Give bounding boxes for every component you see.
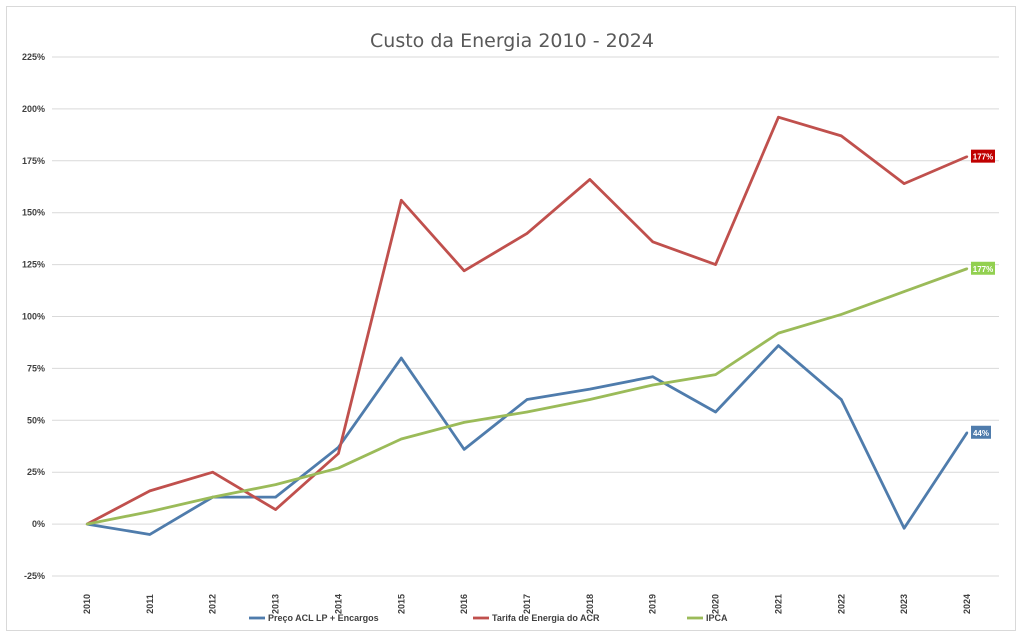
data-point <box>462 448 466 451</box>
series-line <box>86 267 968 526</box>
line-chart: Custo da Energia 2010 - 2024 -25% 0% 25% 50… <box>22 30 999 623</box>
y-tick-label: 125% <box>22 260 45 270</box>
data-point <box>588 398 592 401</box>
data-point <box>588 178 592 181</box>
x-tick-label: 2021 <box>773 594 783 614</box>
y-tick-label: 25% <box>27 467 45 477</box>
y-tick-label: 150% <box>22 208 45 218</box>
data-point <box>840 313 843 316</box>
data-point <box>274 483 277 486</box>
y-tick-label: 75% <box>27 363 45 373</box>
data-point <box>462 269 466 273</box>
data-point <box>902 182 906 185</box>
x-tick-label: 2019 <box>648 594 658 614</box>
data-point <box>148 533 152 536</box>
data-point <box>714 410 717 414</box>
legend-label: Preço ACL LP + Encargos <box>268 613 379 623</box>
data-point <box>525 398 529 401</box>
y-tick-label: 100% <box>22 312 45 322</box>
data-point <box>651 383 654 387</box>
data-point <box>777 331 780 335</box>
end-label: 177% <box>973 265 993 274</box>
data-point <box>902 527 906 530</box>
end-label-box <box>971 149 995 163</box>
data-point <box>651 375 654 378</box>
x-tick-label: 2014 <box>333 594 343 614</box>
x-tick-label: 2013 <box>271 594 281 614</box>
y-tick-label: 175% <box>22 156 45 166</box>
end-label-box <box>971 425 991 439</box>
data-point <box>965 431 969 434</box>
data-point <box>85 522 89 526</box>
y-tick-label: 200% <box>22 104 45 114</box>
series-line <box>86 344 969 536</box>
data-point <box>274 495 277 499</box>
y-tick-label: -25% <box>24 571 45 581</box>
y-tick-label: 225% <box>22 52 45 62</box>
x-tick-label: 2024 <box>962 594 972 614</box>
end-label: 177% <box>973 153 993 162</box>
x-tick-label: 2022 <box>836 594 846 614</box>
data-point <box>148 489 152 493</box>
data-point <box>148 510 152 513</box>
data-point <box>777 344 780 347</box>
data-point <box>840 134 843 138</box>
data-point <box>965 267 969 270</box>
x-tick-label: 2010 <box>82 594 92 614</box>
chart-title: Custo da Energia 2010 - 2024 <box>370 30 654 52</box>
y-tick-label: 50% <box>27 415 45 425</box>
x-tick-label: 2016 <box>459 594 469 614</box>
data-point <box>588 387 592 391</box>
series-lines <box>85 115 969 536</box>
data-point <box>337 452 340 455</box>
end-label: 44% <box>973 429 989 438</box>
data-point <box>902 290 906 293</box>
x-tick-label: 2012 <box>208 594 218 614</box>
y-tick-label: 0% <box>32 519 45 529</box>
data-point <box>525 232 529 235</box>
series-line <box>86 115 968 526</box>
legend-label: Tarifa de Energia do ACR <box>492 613 600 623</box>
data-point <box>337 466 340 470</box>
data-point <box>400 437 403 441</box>
chart-frame: Custo da Energia 2010 - 2024 -25% 0% 25% 50… <box>6 6 1016 631</box>
data-point <box>211 495 214 499</box>
x-axis-ticks: 2010 2011 2012 2013 2014 2015 2016 2017 2018 2019… <box>82 594 972 614</box>
x-tick-label: 2017 <box>522 594 532 614</box>
data-point <box>714 373 717 376</box>
data-point <box>525 410 529 414</box>
end-label-box <box>971 261 995 275</box>
x-tick-label: 2015 <box>396 594 406 614</box>
data-point <box>714 263 717 266</box>
data-point <box>274 508 277 511</box>
data-point <box>400 199 403 202</box>
legend: Preço ACL LP + Encargos Tarifa de Energia… <box>249 613 728 623</box>
data-point <box>211 471 214 474</box>
data-point <box>777 116 780 119</box>
x-tick-label: 2011 <box>145 594 155 614</box>
data-point <box>840 398 843 401</box>
end-labels: 44% 177% 177% <box>971 149 995 439</box>
x-tick-label: 2020 <box>711 594 721 614</box>
x-tick-label: 2018 <box>585 594 595 614</box>
gridlines <box>52 56 999 577</box>
x-tick-label: 2023 <box>899 594 909 614</box>
data-point <box>400 356 403 360</box>
legend-label: IPCA <box>706 613 728 623</box>
data-point <box>651 240 654 243</box>
data-point <box>462 421 466 424</box>
y-axis-ticks: -25% 0% 25% 50% 75% 100% 125% 150% 175% 200% 225% <box>22 52 45 581</box>
data-point <box>965 155 969 158</box>
